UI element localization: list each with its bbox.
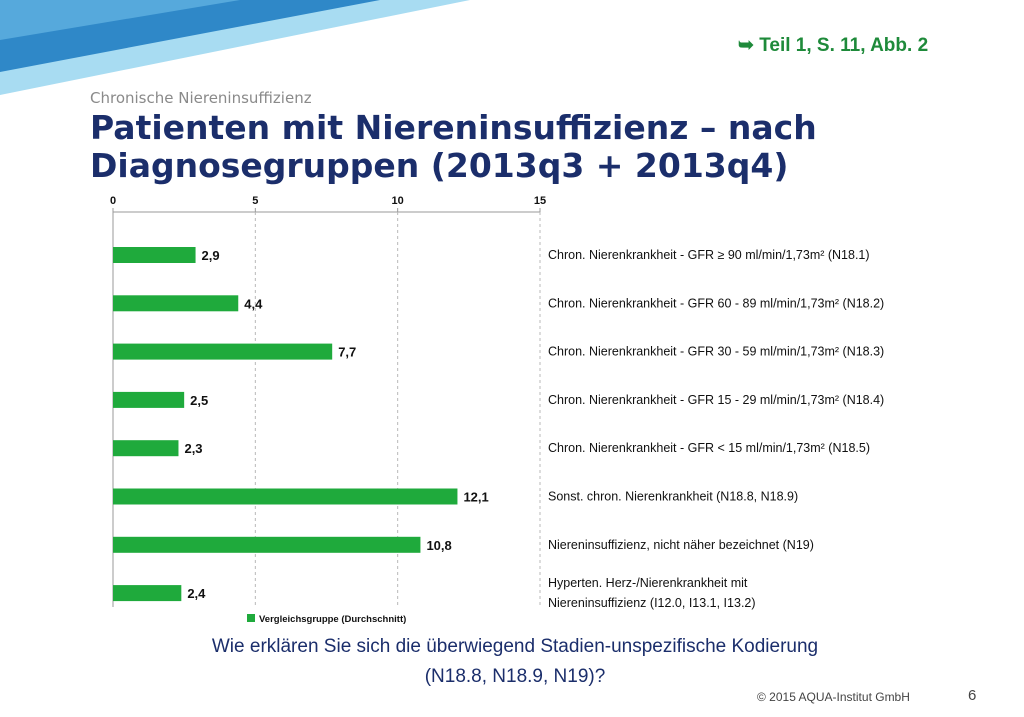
x-tick-label: 10 xyxy=(392,195,404,207)
bar-value-label: 10,8 xyxy=(426,538,451,553)
bar-value-label: 2,4 xyxy=(187,586,206,601)
page-title: Patienten mit Niereninsuffizienz – nach … xyxy=(90,108,817,185)
category-labels: Chron. Nierenkrankheit - GFR ≥ 90 ml/min… xyxy=(548,248,884,610)
question-line-1: Wie erklären Sie sich die überwiegend St… xyxy=(211,636,819,657)
discussion-question: Wie erklären Sie sich die überwiegend St… xyxy=(100,632,930,692)
category-label: Niereninsuffizienz (I12.0, I13.1, I13.2) xyxy=(548,596,756,610)
bar xyxy=(113,440,179,457)
bar-value-label: 4,4 xyxy=(244,296,263,311)
category-label: Chron. Nierenkrankheit - GFR 15 - 29 ml/… xyxy=(548,393,884,407)
x-axis: 0 5 10 15 xyxy=(110,195,546,212)
category-label: Hyperten. Herz-/Nierenkrankheit mit xyxy=(548,576,748,590)
category-label: Chron. Nierenkrankheit - GFR ≥ 90 ml/min… xyxy=(548,248,870,262)
bar xyxy=(113,536,421,553)
bar-series: 2,9 4,4 7,7 2,5 2,3 12,1 10,8 2,4 xyxy=(113,247,489,602)
bar xyxy=(113,343,333,360)
page-subtitle: Chronische Niereninsuffizienz xyxy=(90,89,312,107)
question-line-2: (N18.8, N18.9, N19)? xyxy=(424,666,606,687)
category-label: Niereninsuffizienz, nicht näher bezeichn… xyxy=(548,538,814,552)
bar xyxy=(113,488,458,505)
category-label: Chron. Nierenkrankheit - GFR 60 - 89 ml/… xyxy=(548,296,884,310)
bar xyxy=(113,585,182,602)
copyright: © 2015 AQUA-Institut GmbH xyxy=(757,690,910,704)
bar-value-label: 2,9 xyxy=(202,248,220,263)
legend-swatch xyxy=(247,614,255,622)
page-number: 6 xyxy=(968,687,977,704)
banner-mid-stripe xyxy=(0,0,240,40)
x-tick-label: 0 xyxy=(110,195,116,207)
chart-legend: Vergleichsgruppe (Durchschnitt) xyxy=(247,614,406,625)
bar-value-label: 2,5 xyxy=(190,393,208,408)
legend-label: Vergleichsgruppe (Durchschnitt) xyxy=(259,614,406,625)
x-tick-label: 5 xyxy=(252,195,258,207)
category-label: Sonst. chron. Nierenkrankheit (N18.8, N1… xyxy=(548,490,798,504)
x-tick-label: 15 xyxy=(534,195,546,207)
bar-value-label: 2,3 xyxy=(184,441,202,456)
bar xyxy=(113,247,196,263)
bar xyxy=(113,391,185,408)
category-label: Chron. Nierenkrankheit - GFR 30 - 59 ml/… xyxy=(548,345,884,359)
category-label: Chron. Nierenkrankheit - GFR < 15 ml/min… xyxy=(548,441,870,455)
bar-value-label: 7,7 xyxy=(338,345,356,360)
bar-value-label: 12,1 xyxy=(463,490,488,505)
bar xyxy=(113,295,239,312)
reference-link[interactable]: ➥ Teil 1, S. 11, Abb. 2 xyxy=(738,35,929,56)
header-banner xyxy=(0,0,470,95)
